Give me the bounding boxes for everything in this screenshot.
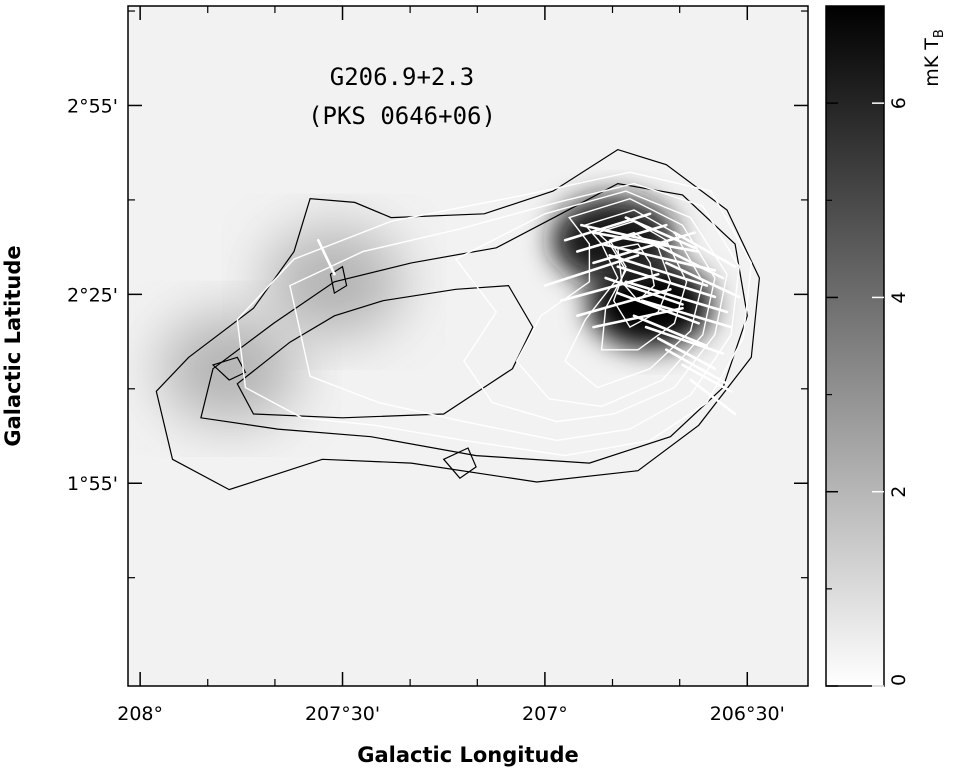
- polarization-vector-22: [592, 306, 684, 329]
- polarization-vector-1: [580, 223, 668, 246]
- x-tick-label-1: 208°: [117, 703, 163, 725]
- white-contour-8: [617, 243, 655, 302]
- black-contour-6: [442, 447, 477, 480]
- black-contour-1: [155, 148, 761, 491]
- x-tick-label-3: 207°: [522, 703, 568, 725]
- y-axis-title: Galactic Latitude: [1, 245, 25, 446]
- white-contour-2: [289, 182, 740, 442]
- colorbar: 0 2 4 6 mK TB: [825, 5, 947, 687]
- polarization-vector-27: [624, 216, 696, 250]
- polarization-vector-15: [689, 378, 737, 416]
- white-contour-5: [564, 209, 704, 389]
- polarization-vector-13: [665, 348, 729, 386]
- black-contour-2: [200, 182, 748, 464]
- colorbar-label-main: mK T: [921, 38, 943, 87]
- polarization-vector-25: [652, 242, 725, 280]
- black-contour-3: [236, 284, 534, 419]
- white-contour-1: [236, 171, 753, 457]
- y-tick-label-1: 1°55': [67, 473, 118, 495]
- polarization-vector-26: [673, 231, 737, 268]
- y-axis-ticks: 1°55' 2°25' 2°55': [67, 10, 808, 579]
- polarization-vector-21: [575, 288, 672, 318]
- colorbar-label-subscript: B: [932, 29, 947, 38]
- x-tick-label-2: 207°30': [305, 703, 380, 725]
- map-subtitle: (PKS 0646+06): [308, 102, 496, 130]
- map-title: G206.9+2.3: [330, 63, 475, 91]
- black-contour-layer: [155, 148, 761, 491]
- polarization-vector-24: [665, 261, 741, 299]
- colorbar-ticks: 0 2 4 6: [826, 97, 910, 687]
- polarization-vector-5: [616, 265, 717, 299]
- emission-peak-3: [159, 313, 300, 424]
- polarization-vector-14: [681, 363, 733, 393]
- polarization-vector-18: [592, 231, 696, 265]
- x-axis-title: Galactic Longitude: [357, 743, 578, 767]
- white-contour-4: [515, 197, 716, 408]
- y-tick-label-3: 2°55': [67, 95, 118, 117]
- polarization-vector-2: [592, 231, 701, 253]
- polarization-vector-23: [316, 238, 336, 276]
- polarization-vector-11: [644, 325, 725, 355]
- white-contour-3: [454, 190, 728, 423]
- polarization-vector-layer: [316, 212, 741, 416]
- polarization-vector-8: [616, 291, 701, 325]
- polarization-vector-7: [624, 280, 729, 314]
- colorbar-tick-label-1: 0: [888, 674, 910, 686]
- y-tick-label-2: 2°25': [67, 284, 118, 306]
- black-contour-4: [211, 356, 247, 381]
- polarization-vector-9: [640, 299, 733, 329]
- polarization-vector-16: [563, 212, 652, 242]
- black-contour-5: [329, 265, 348, 295]
- colorbar-tick-label-3: 4: [888, 291, 910, 303]
- colorbar-label: mK TB: [921, 29, 947, 87]
- polarization-vector-19: [543, 254, 640, 287]
- polarization-vector-20: [559, 272, 660, 302]
- plot-area: 208° 207°30' 207° 206°30' 1°55' 2°25' 2°55': [67, 5, 809, 725]
- polarization-vector-12: [656, 337, 717, 370]
- colorbar-gradient: [825, 5, 885, 687]
- polarization-vector-10: [632, 314, 709, 348]
- x-axis-ticks: 208° 207°30' 207° 206°30': [117, 6, 785, 725]
- polarization-vector-6: [604, 276, 684, 306]
- x-tick-label-4: 206°30': [710, 703, 785, 725]
- colorbar-tick-label-2: 2: [888, 486, 910, 498]
- plot-frame: [127, 5, 809, 687]
- colorbar-tick-label-4: 6: [888, 97, 910, 109]
